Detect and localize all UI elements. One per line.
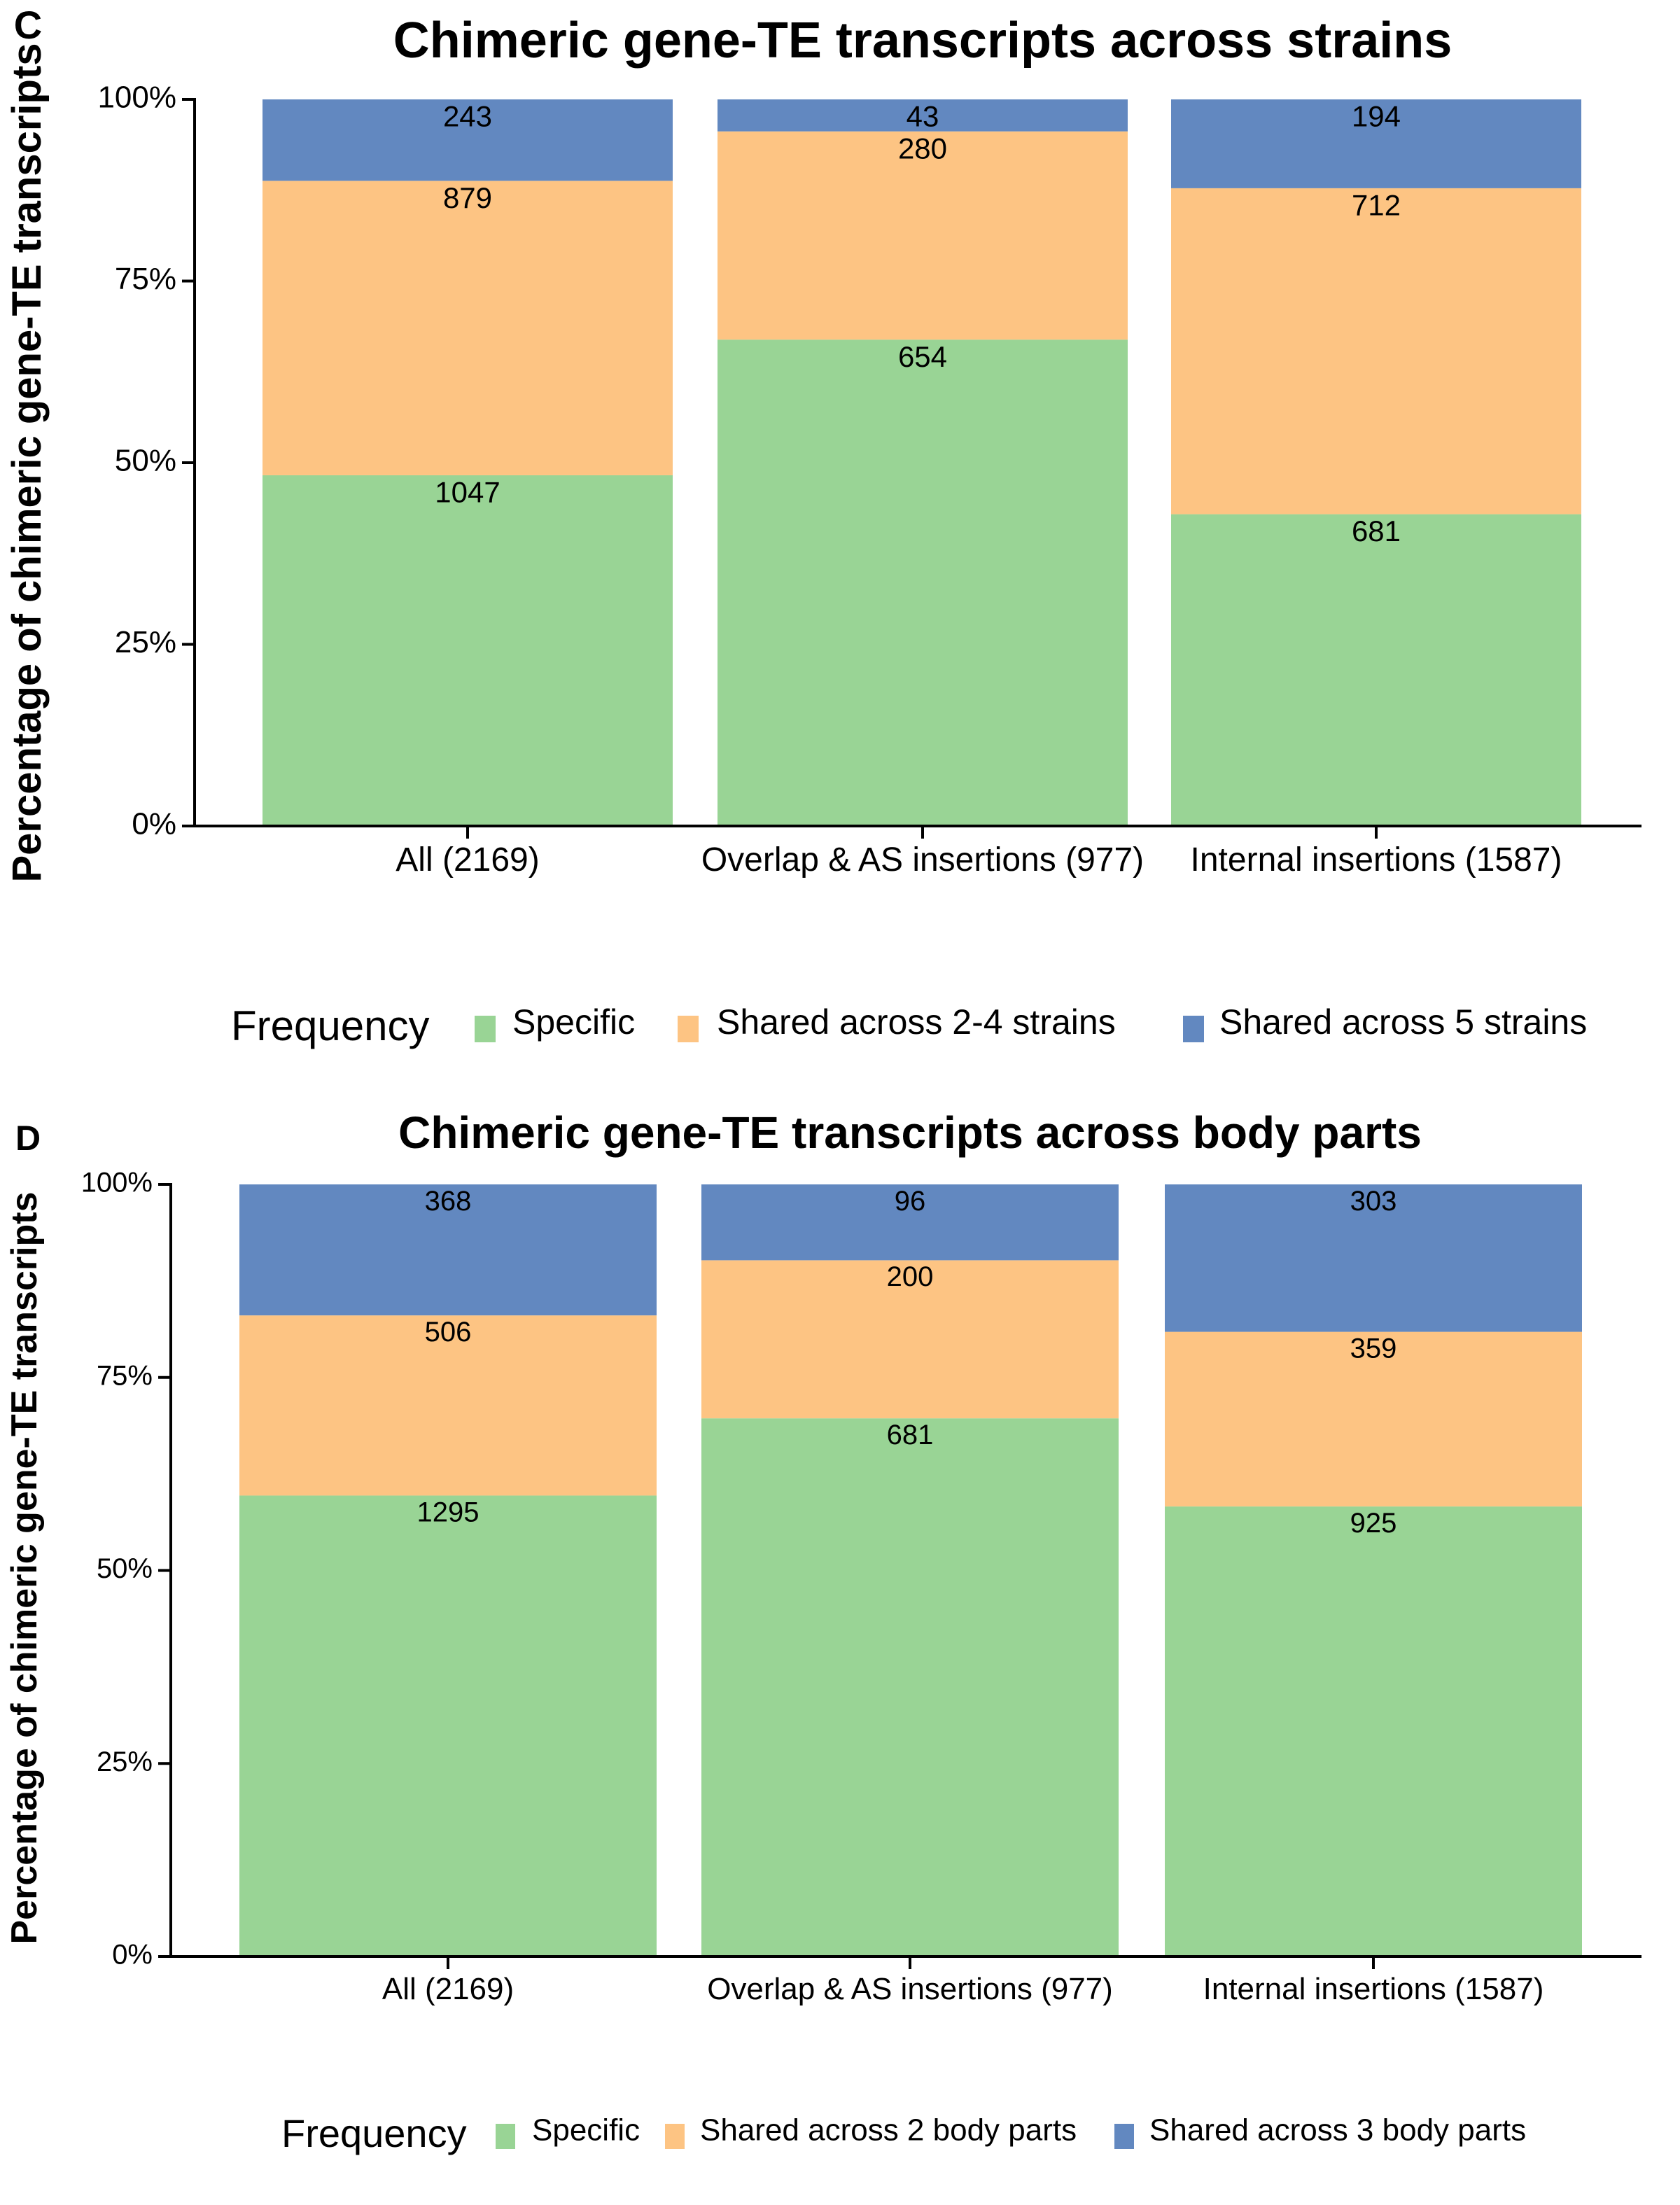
y-axis-label: Percentage of chimeric gene-TE transcrip… [4, 1191, 45, 1944]
panel-label: D [15, 1119, 41, 1158]
legend-entry-3: Shared across 3 body parts [1149, 2113, 1526, 2148]
bar-segment-3-cat-1 [239, 1184, 657, 1316]
legend-swatch-1 [496, 2124, 515, 2149]
data-label-1-cat-2: 681 [887, 1420, 934, 1450]
data-label-3-cat-3: 303 [1350, 1186, 1397, 1217]
y-tick-label: 75% [115, 262, 176, 296]
x-tick-label: Internal insertions (1587) [1203, 1972, 1544, 2006]
data-label-2-cat-2: 200 [887, 1261, 934, 1292]
legend-entry-1: Specific [532, 2113, 640, 2148]
bar-segment-3-cat-2 [701, 1184, 1119, 1261]
legend-title: Frequency [281, 2111, 467, 2155]
y-axis-label: Percentage of chimeric gene-TE transcrip… [4, 43, 50, 882]
bar-segment-3-cat-1 [262, 99, 673, 181]
y-tick-label: 50% [97, 1553, 153, 1584]
data-label-3-cat-2: 96 [895, 1186, 926, 1217]
chart-panel-1: C Chimeric gene-TE transcripts across str… [4, 3, 1642, 1049]
chart-title: Chimeric gene-TE transcripts across stra… [393, 13, 1452, 69]
bar-segment-2-cat-2 [701, 1260, 1119, 1419]
y-tick-label: 100% [97, 80, 176, 115]
bar-segment-3-cat-3 [1171, 99, 1581, 188]
legend-entry-2: Shared across 2 body parts [700, 2113, 1077, 2148]
chart-panel-2: D Chimeric gene-TE transcripts across bod… [4, 1107, 1642, 2155]
x-tick-label: Overlap & AS insertions (977) [701, 841, 1144, 878]
data-label-1-cat-2: 654 [898, 340, 947, 373]
data-label-1-cat-3: 925 [1350, 1508, 1397, 1539]
legend-entry-2: Shared across 2-4 strains [717, 1002, 1116, 1042]
y-tick-label: 0% [132, 807, 176, 841]
y-tick-label: 100% [81, 1168, 153, 1198]
bar-segment-1-cat-3 [1171, 514, 1581, 826]
x-tick-label: Internal insertions (1587) [1191, 841, 1562, 878]
legend-entry-3: Shared across 5 strains [1219, 1002, 1587, 1042]
bar-segment-2-cat-3 [1165, 1331, 1582, 1507]
bar-segment-1-cat-1 [239, 1495, 657, 1956]
bar-segment-1-cat-2 [718, 340, 1128, 826]
bar-segment-2-cat-2 [718, 131, 1128, 340]
data-label-2-cat-2: 280 [898, 132, 947, 164]
x-tick-label: All (2169) [396, 841, 539, 878]
data-label-3-cat-1: 368 [425, 1186, 472, 1217]
data-label-3-cat-2: 43 [906, 100, 939, 133]
x-tick-label: Overlap & AS insertions (977) [707, 1972, 1113, 2006]
data-label-1-cat-3: 681 [1352, 514, 1401, 547]
data-label-1-cat-1: 1047 [435, 476, 500, 509]
panel-label: C [14, 3, 42, 47]
data-label-3-cat-3: 194 [1352, 100, 1401, 133]
bar-segment-2-cat-1 [262, 181, 673, 475]
y-tick-label: 25% [97, 1746, 153, 1777]
bar-segment-1-cat-3 [1165, 1506, 1582, 1956]
legend-entry-1: Specific [512, 1002, 635, 1042]
data-label-3-cat-1: 243 [443, 100, 492, 133]
y-tick-label: 75% [97, 1360, 153, 1391]
data-label-2-cat-3: 712 [1352, 189, 1401, 222]
data-label-2-cat-1: 879 [443, 181, 492, 214]
y-tick-label: 25% [115, 625, 176, 659]
bar-segment-2-cat-3 [1171, 188, 1581, 514]
chart-title: Chimeric gene-TE transcripts across body… [398, 1107, 1422, 1158]
y-tick-label: 50% [115, 444, 176, 478]
bar-segment-2-cat-1 [239, 1315, 657, 1496]
data-label-2-cat-3: 359 [1350, 1333, 1397, 1364]
y-tick-label: 0% [112, 1940, 153, 1970]
data-label-1-cat-1: 1295 [417, 1497, 479, 1527]
data-label-2-cat-1: 506 [425, 1317, 472, 1348]
legend-swatch-3 [1183, 1016, 1204, 1042]
bar-segment-3-cat-3 [1165, 1184, 1582, 1332]
bar-segment-3-cat-2 [718, 99, 1128, 132]
legend-swatch-2 [678, 1016, 699, 1042]
legend-swatch-3 [1114, 2124, 1134, 2149]
legend-swatch-1 [475, 1016, 496, 1042]
legend-title: Frequency [231, 1002, 429, 1049]
bar-segment-1-cat-2 [701, 1418, 1119, 1956]
bar-segment-1-cat-1 [262, 475, 673, 826]
x-tick-label: All (2169) [382, 1972, 514, 2006]
legend-swatch-2 [665, 2124, 685, 2149]
